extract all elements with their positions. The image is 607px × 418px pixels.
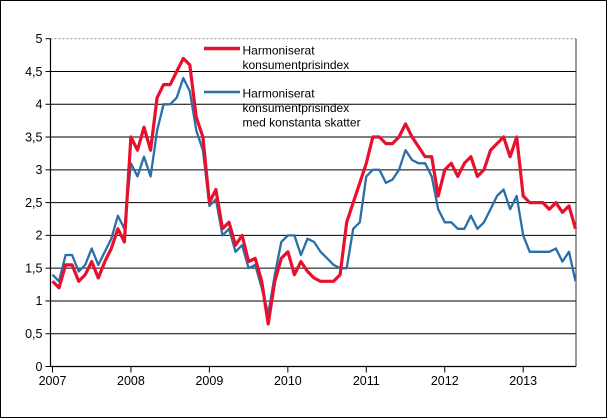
- x-tick-label: 2013: [509, 374, 537, 388]
- y-tick-label: 2: [36, 229, 43, 243]
- legend-hicp_ct-label-line: Harmoniserat: [243, 87, 316, 101]
- x-tick-label: 2010: [274, 374, 302, 388]
- x-tick-label: 2011: [353, 374, 380, 388]
- x-tick-label: 2009: [195, 374, 223, 388]
- y-tick-label: 4,5: [25, 65, 42, 79]
- x-tick-label: 2007: [39, 374, 67, 388]
- y-tick-label: 0: [36, 360, 43, 374]
- legend-hicp-label-line: konsumentprisindex: [243, 58, 350, 72]
- hicp-series-line: [51, 56, 578, 326]
- y-tick-label: 4: [36, 98, 43, 112]
- y-tick-label: 1: [36, 294, 43, 308]
- x-tick-label: 2008: [117, 374, 145, 388]
- y-tick-label: 3,5: [25, 130, 42, 144]
- y-tick-label: 5: [36, 32, 43, 46]
- y-tick-label: 0,5: [25, 327, 42, 341]
- legend-hicp_ct-label-line: konsumentprisindex: [243, 101, 350, 115]
- y-tick-label: 2,5: [25, 196, 42, 210]
- x-tick-label: 2012: [431, 374, 459, 388]
- y-tick-label: 1,5: [25, 261, 42, 275]
- y-tick-label: 3: [36, 163, 43, 177]
- legend-hicp_ct-label-line: med konstanta skatter: [243, 116, 361, 130]
- hicp-ct-series-line: [51, 76, 577, 316]
- legend-hicp-label-line: Harmoniserat: [243, 44, 316, 58]
